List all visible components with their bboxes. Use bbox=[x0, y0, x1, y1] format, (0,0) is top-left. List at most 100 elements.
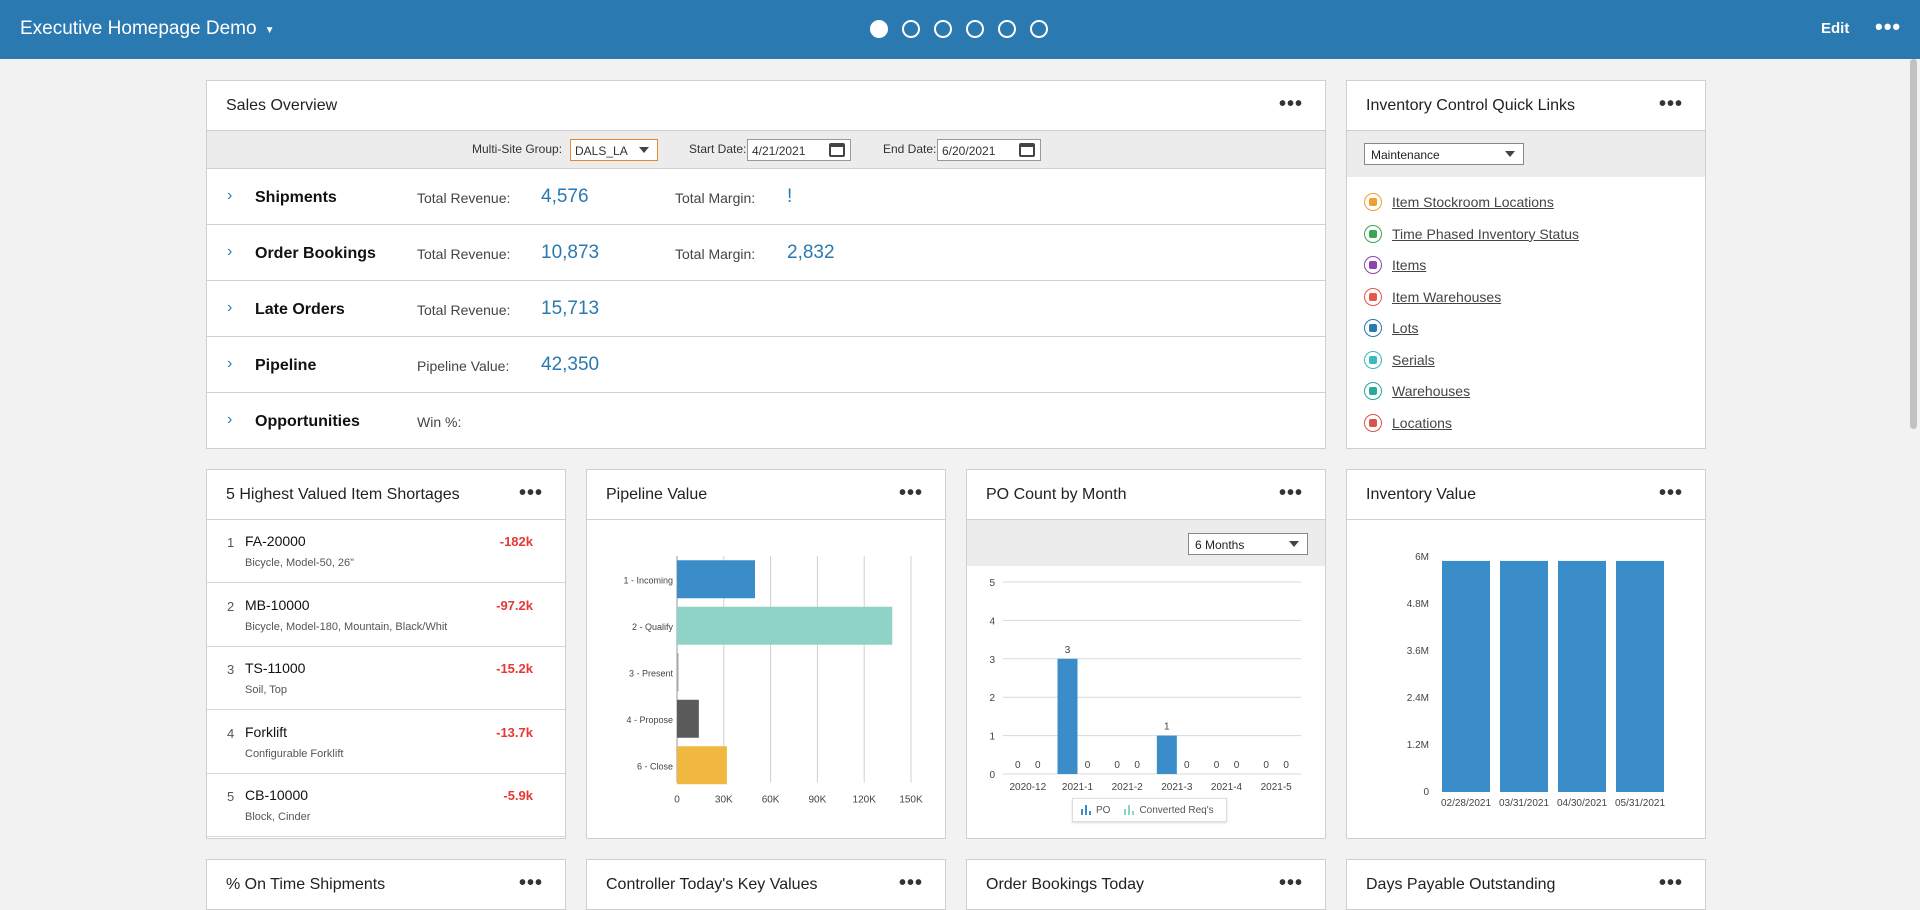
chevron-right-icon[interactable]: › bbox=[227, 187, 233, 204]
sales-row[interactable]: › Late Orders Total Revenue: 15,713 bbox=[207, 281, 1325, 337]
page-dot[interactable] bbox=[966, 20, 984, 38]
more-options-icon[interactable]: ••• bbox=[1658, 872, 1683, 894]
shortages-panel: 5 Highest Valued Item Shortages ••• 1 FA-… bbox=[206, 469, 566, 839]
end-date-input[interactable]: 6/20/2021 bbox=[937, 139, 1041, 161]
period-select[interactable]: 6 Months bbox=[1188, 533, 1308, 555]
more-options-icon[interactable]: ••• bbox=[1278, 482, 1303, 504]
sales-row[interactable]: › Opportunities Win %: bbox=[207, 393, 1325, 449]
item-code: FA-20000 bbox=[245, 533, 306, 549]
start-date-input[interactable]: 4/21/2021 bbox=[747, 139, 851, 161]
scroll-thumb[interactable] bbox=[1910, 59, 1917, 429]
quick-link[interactable]: Locations bbox=[1392, 414, 1452, 431]
category-select[interactable]: Maintenance bbox=[1364, 143, 1524, 165]
more-options-icon[interactable]: ••• bbox=[1278, 872, 1303, 894]
y-tick-label: 2 bbox=[989, 693, 995, 704]
page-dot[interactable] bbox=[870, 20, 888, 38]
chevron-right-icon[interactable]: › bbox=[227, 355, 233, 372]
x-tick-label: 120K bbox=[853, 795, 877, 806]
quick-link-item[interactable]: Serials bbox=[1364, 350, 1435, 369]
panel-title: Controller Today's Key Values bbox=[606, 876, 818, 893]
boxes-icon bbox=[1364, 382, 1382, 400]
quick-link[interactable]: Time Phased Inventory Status bbox=[1392, 225, 1580, 242]
quick-link[interactable]: Item Stockroom Locations bbox=[1392, 194, 1554, 210]
shortage-row[interactable]: 1 FA-20000 Bicycle, Model-50, 26" -182k bbox=[207, 520, 565, 583]
bar-chart-icon bbox=[1081, 805, 1091, 815]
y-tick-label: 0 bbox=[989, 770, 995, 781]
legend-item-po[interactable]: PO bbox=[1081, 805, 1110, 816]
x-tick-label: 30K bbox=[715, 795, 733, 806]
end-date-label: End Date: bbox=[883, 142, 937, 156]
po-bar[interactable] bbox=[1156, 735, 1177, 774]
item-code: Forklift bbox=[245, 723, 287, 740]
quick-link-item[interactable]: Lots bbox=[1364, 319, 1418, 337]
quick-link[interactable]: Serials bbox=[1392, 351, 1435, 368]
category-label: 2 - Qualify bbox=[632, 622, 674, 632]
panel-header: Days Payable Outstanding ••• bbox=[1347, 860, 1705, 910]
row-name: Shipments bbox=[255, 189, 337, 206]
y-tick-label: 3.6M bbox=[1407, 646, 1429, 657]
inventory-bar[interactable] bbox=[1616, 560, 1664, 792]
site-group-select[interactable]: DALS_LA bbox=[570, 139, 658, 161]
inventory-bar[interactable] bbox=[1500, 560, 1548, 792]
pipeline-bar[interactable] bbox=[677, 653, 679, 692]
quick-link-item[interactable]: Locations bbox=[1364, 413, 1452, 432]
edit-button[interactable]: Edit bbox=[1821, 20, 1850, 37]
pipeline-bar[interactable] bbox=[677, 746, 727, 785]
legend-label: Converted Req's bbox=[1139, 804, 1214, 816]
quick-link[interactable]: Items bbox=[1392, 257, 1427, 273]
panel-header: Pipeline Value ••• bbox=[587, 470, 945, 520]
quick-link-item[interactable]: Items bbox=[1364, 256, 1426, 274]
more-options-icon[interactable]: ••• bbox=[518, 482, 543, 504]
sales-overview-panel: Sales Overview ••• Multi-Site Group: DAL… bbox=[206, 80, 1326, 449]
more-options-icon[interactable]: ••• bbox=[1875, 14, 1902, 39]
page-dot[interactable] bbox=[998, 20, 1016, 38]
page-dot[interactable] bbox=[902, 20, 920, 38]
pipeline-bar[interactable] bbox=[677, 560, 755, 599]
more-options-icon[interactable]: ••• bbox=[1658, 93, 1683, 115]
quick-link-item[interactable]: Item Stockroom Locations bbox=[1364, 193, 1554, 211]
more-options-icon[interactable]: ••• bbox=[1278, 93, 1303, 115]
shortage-value: -5.9k bbox=[503, 788, 533, 803]
scrollbar[interactable] bbox=[1906, 59, 1920, 910]
quick-link-item[interactable]: Warehouses bbox=[1364, 382, 1470, 400]
inventory-bar[interactable] bbox=[1558, 560, 1606, 792]
quick-link-item[interactable]: Time Phased Inventory Status bbox=[1364, 224, 1580, 243]
quick-link[interactable]: Lots bbox=[1392, 320, 1419, 336]
panel-title: PO Count by Month bbox=[986, 486, 1127, 503]
sales-row[interactable]: › Shipments Total Revenue: 4,576 Total Margi… bbox=[207, 169, 1325, 225]
shortage-row[interactable]: 5 CB-10000 Block, Cinder -5.9k bbox=[207, 774, 565, 837]
panel-title: Order Bookings Today bbox=[986, 876, 1145, 893]
page-dot[interactable] bbox=[934, 20, 952, 38]
more-options-icon[interactable]: ••• bbox=[898, 482, 923, 504]
pipeline-bar[interactable] bbox=[677, 606, 893, 645]
page-dot[interactable] bbox=[1030, 20, 1048, 38]
inventory-bar[interactable] bbox=[1442, 560, 1490, 792]
shortage-row[interactable]: 3 TS-11000 Soil, Top -15.2k bbox=[207, 647, 565, 710]
quick-link-item[interactable]: Item Warehouses bbox=[1364, 287, 1502, 306]
more-options-icon[interactable]: ••• bbox=[1658, 482, 1683, 504]
chevron-right-icon[interactable]: › bbox=[227, 243, 233, 260]
chevron-right-icon[interactable]: › bbox=[227, 299, 233, 316]
dashboard-selector[interactable]: Executive Homepage Demo ▼ bbox=[20, 18, 274, 40]
item-description: Bicycle, Model-180, Mountain, Black/Whit bbox=[245, 620, 448, 633]
inventory-value-chart: 0 1.2M 2.4M 3.6M 4.8M 6M 02/28/2021 03/31/2021 0… bbox=[1407, 552, 1666, 809]
calendar-icon[interactable] bbox=[829, 143, 845, 157]
shortage-row[interactable]: 2 MB-10000 Bicycle, Model-180, Mountain, B… bbox=[207, 584, 565, 647]
sales-row[interactable]: › Order Bookings Total Revenue: 10,873 Total… bbox=[207, 225, 1325, 281]
legend-item-converted[interactable]: Converted Req's bbox=[1124, 804, 1214, 816]
more-options-icon[interactable]: ••• bbox=[898, 872, 923, 894]
item-code: CB-10000 bbox=[245, 787, 309, 803]
cart-icon bbox=[1364, 256, 1382, 274]
chevron-right-icon[interactable]: › bbox=[227, 411, 233, 428]
y-tick-label: 6M bbox=[1415, 552, 1429, 563]
shortage-row[interactable]: 4 Forklift Configurable Forklift -13.7k bbox=[207, 711, 565, 774]
more-options-icon[interactable]: ••• bbox=[518, 872, 543, 894]
po-bar[interactable] bbox=[1057, 658, 1078, 774]
panel-header: PO Count by Month ••• bbox=[967, 470, 1325, 520]
quick-link[interactable]: Item Warehouses bbox=[1392, 288, 1502, 305]
sales-row[interactable]: › Pipeline Pipeline Value: 42,350 bbox=[207, 337, 1325, 393]
bar-chart-icon bbox=[1124, 805, 1135, 815]
calendar-icon[interactable] bbox=[1019, 143, 1035, 157]
pipeline-bar[interactable] bbox=[677, 699, 699, 738]
quick-link[interactable]: Warehouses bbox=[1392, 383, 1471, 399]
